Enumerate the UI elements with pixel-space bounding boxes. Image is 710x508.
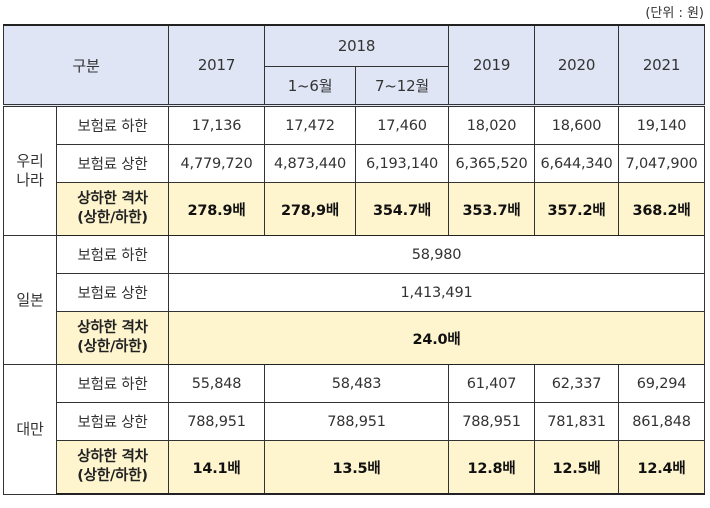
country-korea: 우리 나라 bbox=[3, 105, 57, 236]
taiwan-lower-2021: 69,294 bbox=[618, 364, 706, 403]
korea-gap-2017: 278.9배 bbox=[168, 182, 266, 236]
korea-lower-2017: 17,136 bbox=[168, 105, 266, 145]
taiwan-lower-2019: 61,407 bbox=[448, 364, 536, 403]
premium-limit-table: 구분 2017 2018 2019 2020 2021 1~6월 7~12월 우… bbox=[2, 24, 706, 495]
taiwan-lower-2020: 62,337 bbox=[534, 364, 620, 403]
korea-lower-2020: 18,600 bbox=[534, 105, 620, 145]
row-label-upper: 보험료 상한 bbox=[55, 402, 170, 441]
taiwan-lower-2018: 58,483 bbox=[264, 364, 450, 403]
header-category: 구분 bbox=[2, 24, 170, 107]
row-label-gap-line1: 상하한 격차 bbox=[77, 191, 148, 207]
header-2020: 2020 bbox=[534, 24, 620, 107]
korea-upper-2020: 6,644,340 bbox=[534, 144, 620, 183]
korea-gap-2018h1: 278,9배 bbox=[264, 182, 357, 236]
korea-upper-2019: 6,365,520 bbox=[448, 144, 536, 183]
taiwan-gap-2020: 12.5배 bbox=[534, 440, 620, 495]
row-label-gap-line1: 상하한 격차 bbox=[77, 320, 148, 336]
korea-lower-2021: 19,140 bbox=[618, 105, 706, 145]
korea-upper-2021: 7,047,900 bbox=[618, 144, 706, 183]
unit-label: (단위 : 원) bbox=[645, 6, 704, 21]
row-label-gap-line2: (상한/하한) bbox=[77, 339, 148, 355]
taiwan-upper-2021: 861,848 bbox=[618, 402, 706, 441]
header-2018-h1: 1~6월 bbox=[264, 66, 357, 107]
korea-gap-2018h2: 354.7배 bbox=[355, 182, 450, 236]
row-label-gap: 상하한 격차 (상한/하한) bbox=[55, 311, 170, 365]
taiwan-upper-2018: 788,951 bbox=[264, 402, 450, 441]
korea-upper-2017: 4,779,720 bbox=[168, 144, 266, 183]
row-label-lower: 보험료 하한 bbox=[55, 235, 170, 274]
row-label-gap-line2: (상한/하한) bbox=[77, 468, 148, 484]
korea-upper-2018h1: 4,873,440 bbox=[264, 144, 357, 183]
taiwan-gap-2021: 12.4배 bbox=[618, 440, 706, 495]
row-label-upper: 보험료 상한 bbox=[55, 273, 170, 312]
taiwan-gap-2017: 14.1배 bbox=[168, 440, 266, 495]
korea-gap-2020: 357.2배 bbox=[534, 182, 620, 236]
korea-lower-2018h2: 17,460 bbox=[355, 105, 450, 145]
header-2021: 2021 bbox=[618, 24, 706, 107]
country-japan: 일본 bbox=[3, 235, 57, 365]
taiwan-upper-2017: 788,951 bbox=[168, 402, 266, 441]
taiwan-lower-2017: 55,848 bbox=[168, 364, 266, 403]
korea-upper-2018h2: 6,193,140 bbox=[355, 144, 450, 183]
korea-lower-2018h1: 17,472 bbox=[264, 105, 357, 145]
row-label-gap: 상하한 격차 (상한/하한) bbox=[55, 440, 170, 495]
row-label-lower: 보험료 하한 bbox=[55, 364, 170, 403]
country-taiwan: 대만 bbox=[3, 364, 57, 495]
row-label-gap: 상하한 격차 (상한/하한) bbox=[55, 182, 170, 236]
header-2018: 2018 bbox=[264, 24, 450, 67]
header-2017: 2017 bbox=[168, 24, 266, 107]
japan-gap: 24.0배 bbox=[168, 311, 706, 365]
row-label-gap-line2: (상한/하한) bbox=[77, 210, 148, 226]
row-label-gap-line1: 상하한 격차 bbox=[77, 449, 148, 465]
row-label-upper: 보험료 상한 bbox=[55, 144, 170, 183]
taiwan-gap-2019: 12.8배 bbox=[448, 440, 536, 495]
country-korea-line1: 우리 bbox=[16, 152, 44, 170]
korea-lower-2019: 18,020 bbox=[448, 105, 536, 145]
country-korea-line2: 나라 bbox=[16, 171, 44, 189]
japan-upper: 1,413,491 bbox=[168, 273, 706, 312]
row-label-lower: 보험료 하한 bbox=[55, 105, 170, 145]
japan-lower: 58,980 bbox=[168, 235, 706, 274]
korea-gap-2019: 353.7배 bbox=[448, 182, 536, 236]
korea-gap-2021: 368.2배 bbox=[618, 182, 706, 236]
taiwan-gap-2018: 13.5배 bbox=[264, 440, 450, 495]
taiwan-upper-2020: 781,831 bbox=[534, 402, 620, 441]
header-2019: 2019 bbox=[448, 24, 536, 107]
taiwan-upper-2019: 788,951 bbox=[448, 402, 536, 441]
header-2018-h2: 7~12월 bbox=[355, 66, 450, 107]
